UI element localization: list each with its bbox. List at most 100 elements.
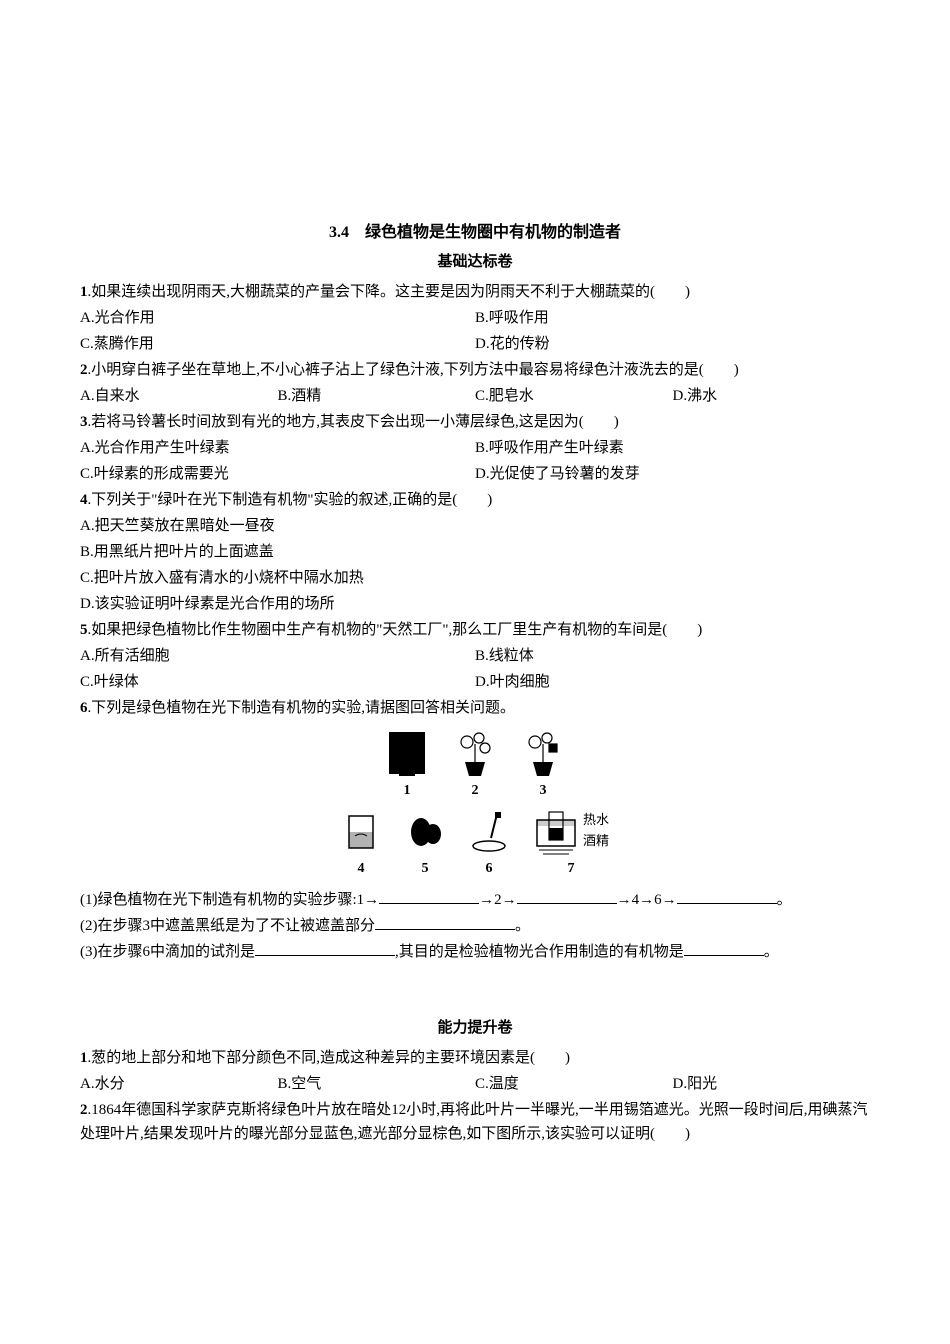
sub3-pre: (3)在步骤6中滴加的试剂是 — [80, 944, 255, 960]
fig-7: 热水 酒精 7 — [533, 806, 609, 880]
qnum: 3 — [80, 414, 88, 430]
sub2-pre: (2)在步骤3中遮盖黑纸是为了不让被遮盖部分 — [80, 918, 375, 934]
sub1-end: 。 — [777, 892, 792, 908]
sub1-mid2: →4→6→ — [617, 892, 677, 908]
qtext: .葱的地上部分和地下部分颜色不同,造成这种差异的主要环境因素是( ) — [88, 1050, 571, 1066]
option-d: D.叶肉细胞 — [475, 670, 870, 694]
experiment-figure: 1 2 3 4 5 — [80, 728, 870, 881]
fig-4: 4 — [341, 806, 381, 880]
question-5: 5.如果把绿色植物比作生物圈中生产有机物的"天然工厂",那么工厂里生产有机物的车… — [80, 618, 870, 642]
option-c: C.叶绿素的形成需要光 — [80, 462, 475, 486]
qnum: 2 — [80, 1102, 88, 1118]
qnum: 1 — [80, 284, 88, 300]
blank — [375, 915, 515, 930]
fig-num: 6 — [485, 858, 492, 880]
page-title: 3.4 绿色植物是生物圈中有机物的制造者 — [80, 220, 870, 246]
fig7-labels: 热水 酒精 — [583, 810, 609, 852]
question-4: 4.下列关于"绿叶在光下制造有机物"实验的叙述,正确的是( ) — [80, 488, 870, 512]
option-a: A.把天竺葵放在黑暗处一昼夜 — [80, 514, 870, 538]
qnum: 2 — [80, 362, 88, 378]
option-b: B.呼吸作用产生叶绿素 — [475, 436, 870, 460]
option-c: C.把叶片放入盛有清水的小烧杯中隔水加热 — [80, 566, 870, 590]
fig-2: 2 — [453, 728, 497, 802]
sub2-end: 。 — [515, 918, 530, 934]
option-c: C.温度 — [475, 1072, 673, 1096]
sub1-pre: (1)绿色植物在光下制造有机物的实验步骤:1→ — [80, 892, 379, 908]
alcohol-label: 酒精 — [583, 831, 609, 852]
option-d: D.沸水 — [673, 384, 871, 408]
question-1: 1.如果连续出现阴雨天,大棚蔬菜的产量会下降。这主要是因为阴雨天不利于大棚蔬菜的… — [80, 280, 870, 304]
qtext: .如果连续出现阴雨天,大棚蔬菜的产量会下降。这主要是因为阴雨天不利于大棚蔬菜的(… — [88, 284, 691, 300]
qtext: .如果把绿色植物比作生物圈中生产有机物的"天然工厂",那么工厂里生产有机物的车间… — [88, 622, 703, 638]
option-a: A.光合作用 — [80, 306, 475, 330]
fig-row-2: 4 5 6 热水 酒精 7 — [80, 806, 870, 880]
p2-question-1: 1.葱的地上部分和地下部分颜色不同,造成这种差异的主要环境因素是( ) — [80, 1046, 870, 1070]
question-3: 3.若将马铃薯长时间放到有光的地方,其表皮下会出现一小薄层绿色,这是因为( ) — [80, 410, 870, 434]
q3-options-row1: A.光合作用产生叶绿素 B.呼吸作用产生叶绿素 — [80, 436, 870, 460]
q5-options-row2: C.叶绿体 D.叶肉细胞 — [80, 670, 870, 694]
fig-num: 3 — [540, 780, 547, 802]
qnum: 5 — [80, 622, 88, 638]
fig-3: 3 — [521, 728, 565, 802]
qtext: .下列是绿色植物在光下制造有机物的实验,请据图回答相关问题。 — [88, 700, 516, 716]
option-b: B.呼吸作用 — [475, 306, 870, 330]
blank — [255, 941, 395, 956]
beaker-icon — [341, 806, 381, 856]
pot-clip-icon — [521, 728, 565, 778]
q6-sub1: (1)绿色植物在光下制造有机物的实验步骤:1→ →2→ →4→6→ 。 — [80, 888, 870, 912]
q2-options: A.自来水 B.酒精 C.肥皂水 D.沸水 — [80, 384, 870, 408]
option-b: B.酒精 — [278, 384, 476, 408]
q1-options-row2: C.蒸腾作用 D.花的传粉 — [80, 332, 870, 356]
sub3-end: 。 — [764, 944, 779, 960]
option-c: C.肥皂水 — [475, 384, 673, 408]
option-a: A.水分 — [80, 1072, 278, 1096]
p2q1-options: A.水分 B.空气 C.温度 D.阳光 — [80, 1072, 870, 1096]
option-a: A.光合作用产生叶绿素 — [80, 436, 475, 460]
blank — [677, 889, 777, 904]
q3-options-row2: C.叶绿素的形成需要光 D.光促使了马铃薯的发芽 — [80, 462, 870, 486]
option-a: A.所有活细胞 — [80, 644, 475, 668]
option-b: B.空气 — [278, 1072, 476, 1096]
pot-dark-icon — [385, 728, 429, 778]
qnum: 6 — [80, 700, 88, 716]
waterbath-icon — [533, 806, 579, 856]
option-b: B.线粒体 — [475, 644, 870, 668]
fig-num: 4 — [357, 858, 364, 880]
option-d: D.该实验证明叶绿素是光合作用的场所 — [80, 592, 870, 616]
q1-options-row1: A.光合作用 B.呼吸作用 — [80, 306, 870, 330]
q6-sub3: (3)在步骤6中滴加的试剂是 ,其目的是检验植物光合作用制造的有机物是 。 — [80, 940, 870, 964]
qtext: .若将马铃薯长时间放到有光的地方,其表皮下会出现一小薄层绿色,这是因为( ) — [88, 414, 619, 430]
qnum: 1 — [80, 1050, 88, 1066]
pot-light-icon — [453, 728, 497, 778]
fig-6: 6 — [469, 806, 509, 880]
fig-1: 1 — [385, 728, 429, 802]
fig-num: 5 — [421, 858, 428, 880]
question-6: 6.下列是绿色植物在光下制造有机物的实验,请据图回答相关问题。 — [80, 696, 870, 720]
blank — [517, 889, 617, 904]
fig-5: 5 — [405, 806, 445, 880]
qtext: .1864年德国科学家萨克斯将绿色叶片放在暗处12小时,再将此叶片一半曝光,一半… — [80, 1102, 868, 1142]
dropper-dish-icon — [469, 806, 509, 856]
section-gap — [80, 966, 870, 1016]
leaf-icon — [405, 806, 445, 856]
section1-title: 基础达标卷 — [80, 250, 870, 274]
blank — [684, 941, 764, 956]
sub3-mid: ,其目的是检验植物光合作用制造的有机物是 — [395, 944, 684, 960]
option-d: D.光促使了马铃薯的发芽 — [475, 462, 870, 486]
q5-options-row1: A.所有活细胞 B.线粒体 — [80, 644, 870, 668]
option-d: D.阳光 — [673, 1072, 871, 1096]
option-c: C.叶绿体 — [80, 670, 475, 694]
fig-num: 1 — [404, 780, 411, 802]
qnum: 4 — [80, 492, 88, 508]
option-c: C.蒸腾作用 — [80, 332, 475, 356]
option-b: B.用黑纸片把叶片的上面遮盖 — [80, 540, 870, 564]
section2-title: 能力提升卷 — [80, 1016, 870, 1040]
qtext: .下列关于"绿叶在光下制造有机物"实验的叙述,正确的是( ) — [88, 492, 493, 508]
option-a: A.自来水 — [80, 384, 278, 408]
qtext: .小明穿白裤子坐在草地上,不小心裤子沾上了绿色汁液,下列方法中最容易将绿色汁液洗… — [88, 362, 739, 378]
p2-question-2: 2.1864年德国科学家萨克斯将绿色叶片放在暗处12小时,再将此叶片一半曝光,一… — [80, 1098, 870, 1146]
fig-num: 7 — [567, 858, 574, 880]
option-d: D.花的传粉 — [475, 332, 870, 356]
sub1-mid1: →2→ — [479, 892, 517, 908]
fig-num: 2 — [472, 780, 479, 802]
